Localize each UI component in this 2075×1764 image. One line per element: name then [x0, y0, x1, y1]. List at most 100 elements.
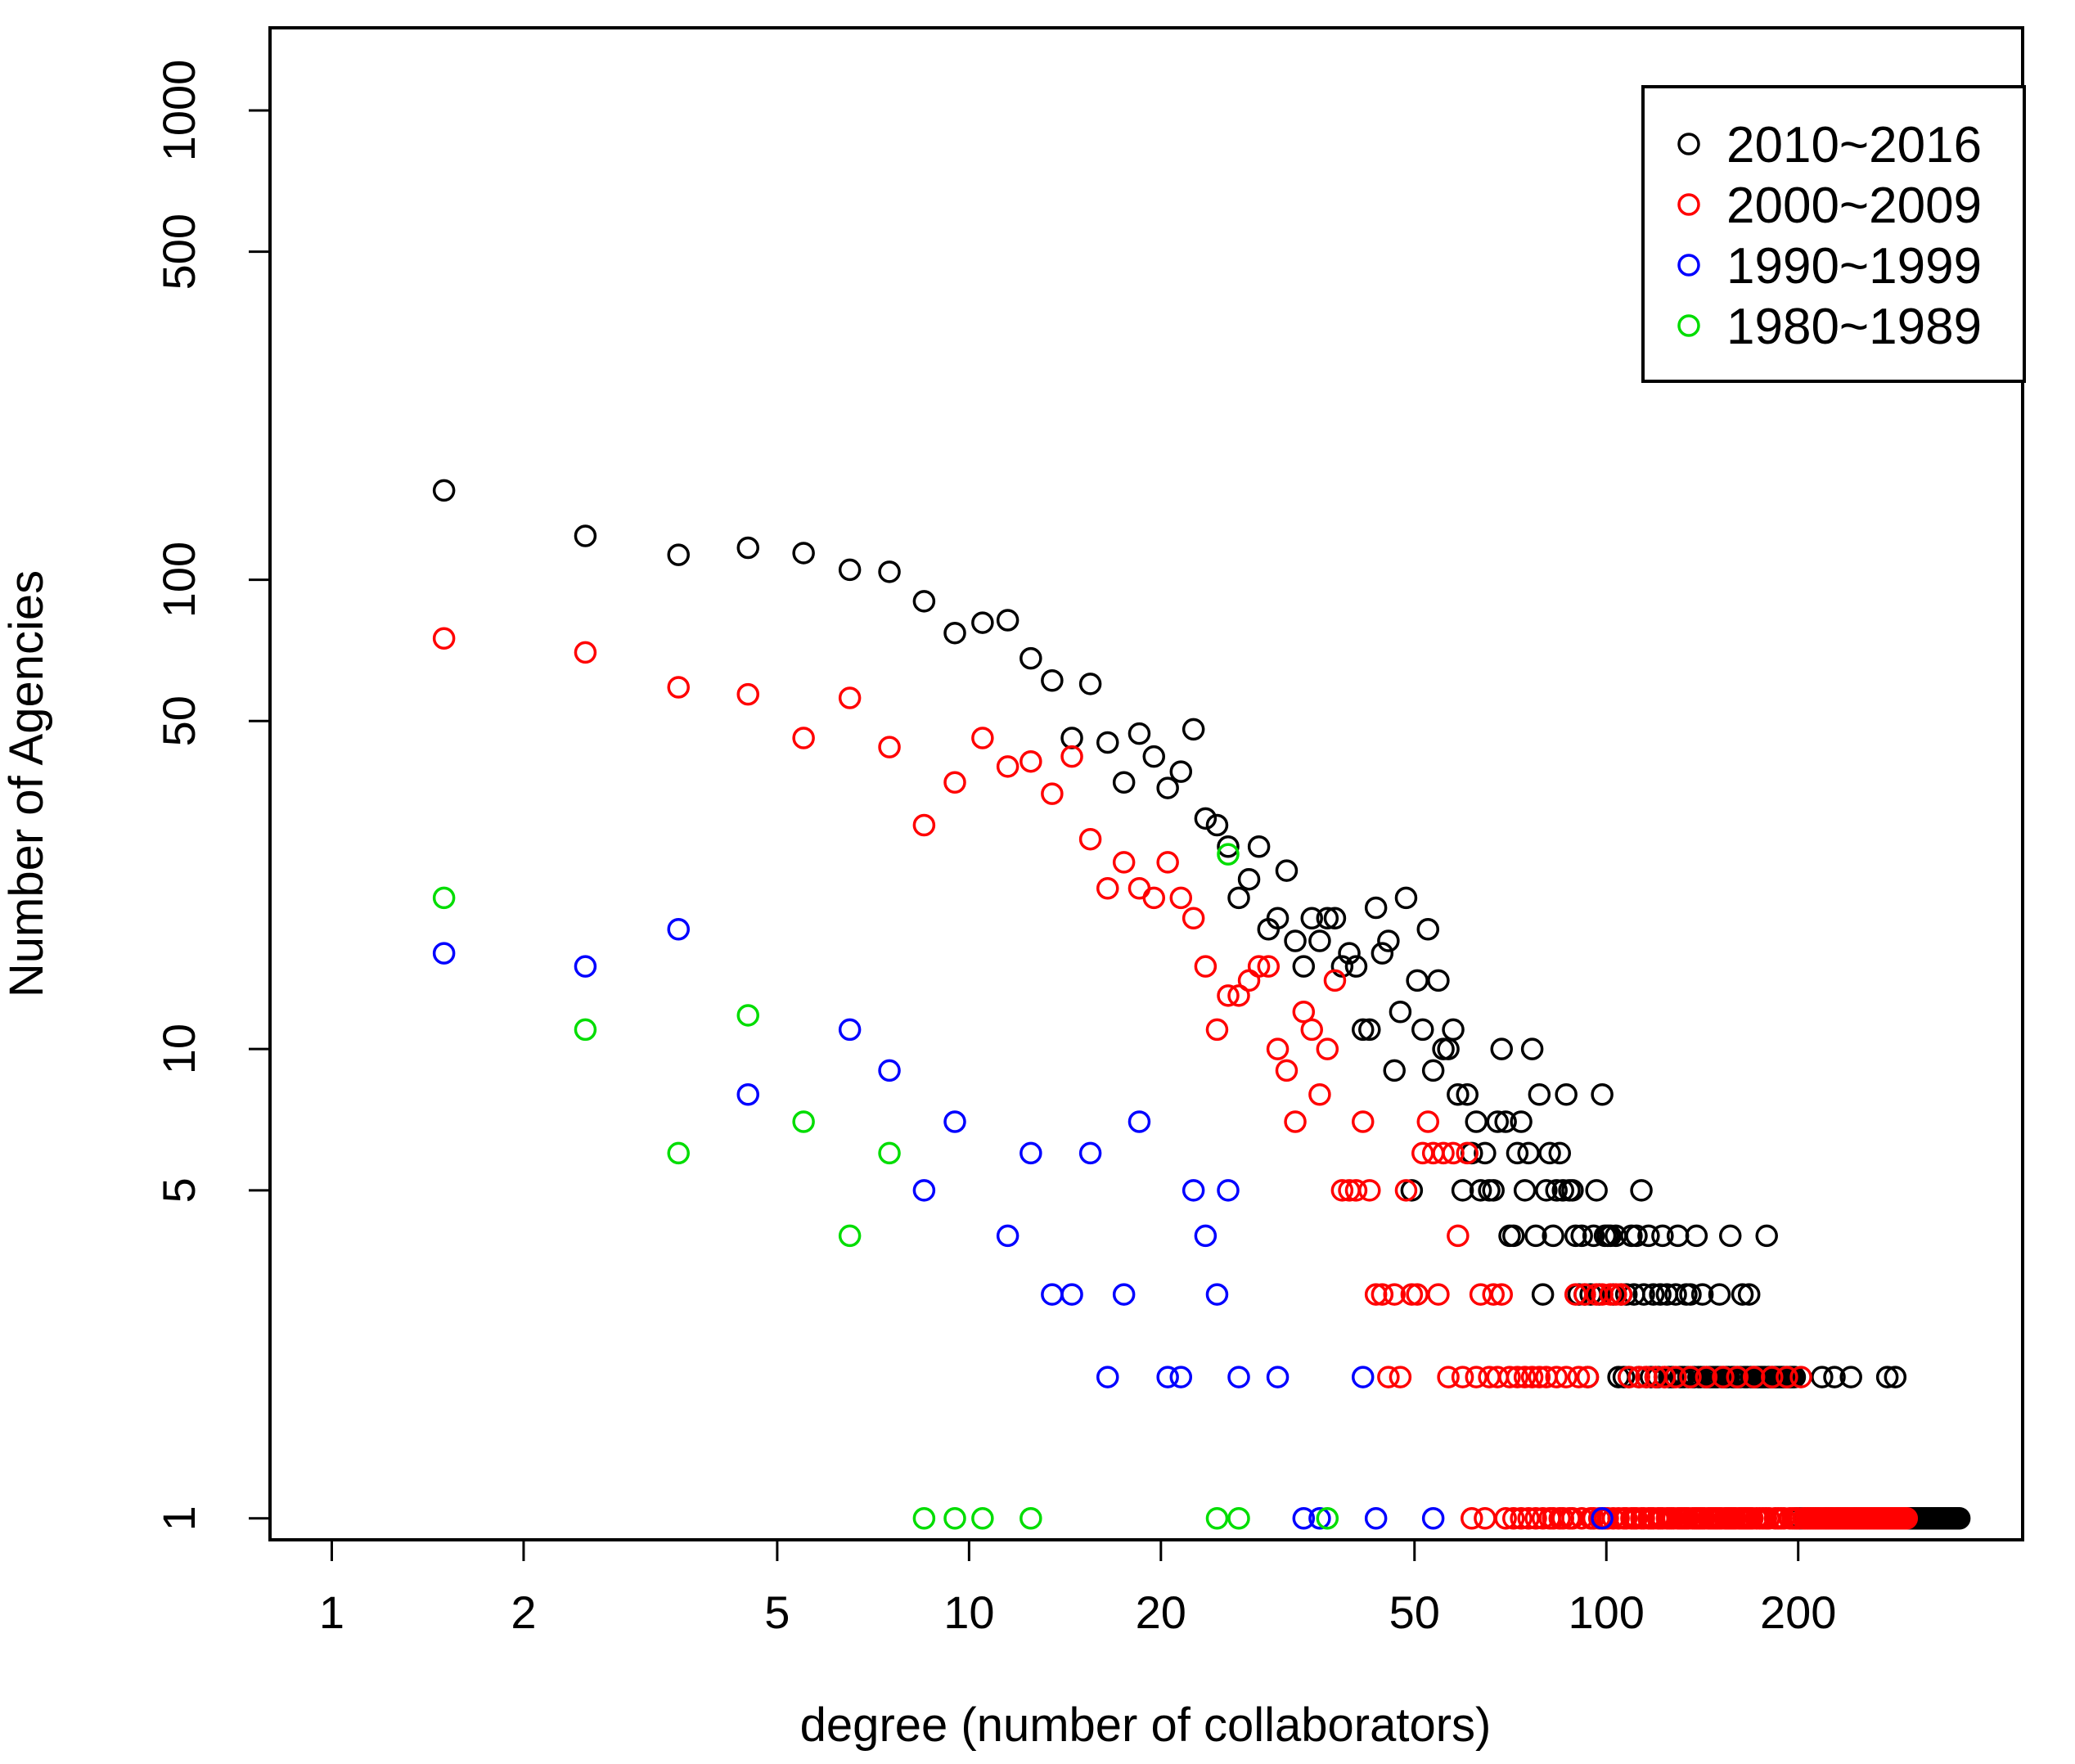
y-tick-label: 5: [153, 1177, 205, 1203]
y-axis: 1 5 10 50 100 500 1000: [153, 60, 272, 1531]
data-point: [1884, 1366, 1907, 1388]
data-point: [1227, 1366, 1250, 1388]
data-point: [1406, 969, 1429, 992]
data-point: [1156, 1366, 1179, 1388]
x-tick-label: 50: [1389, 1586, 1440, 1638]
data-point: [1217, 843, 1240, 866]
data-point: [1308, 1083, 1331, 1106]
data-point: [1437, 1366, 1460, 1388]
data-point: [1156, 851, 1179, 874]
data-point: [1637, 1224, 1660, 1248]
data-point: [1427, 1283, 1450, 1306]
data-point: [1338, 942, 1361, 965]
data-point: [1524, 1507, 1547, 1530]
data-point: [1394, 1179, 1418, 1202]
x-tick-label: 200: [1760, 1586, 1836, 1638]
data-point: [1742, 1366, 1766, 1388]
data-point: [1442, 1018, 1465, 1042]
data-point: [1128, 722, 1151, 745]
data-point: [996, 755, 1019, 778]
data-point: [1308, 929, 1331, 952]
data-point: [1718, 1224, 1742, 1248]
data-point: [1653, 1366, 1677, 1388]
data-point: [1789, 1366, 1812, 1388]
data-point: [1266, 907, 1290, 930]
data-point: [1227, 886, 1250, 910]
data-point: [943, 1507, 966, 1530]
data-point: [1041, 782, 1064, 805]
x-tick-label: 10: [943, 1586, 994, 1638]
data-point: [1351, 1018, 1375, 1042]
data-point: [1641, 1283, 1665, 1306]
data-point: [1019, 1141, 1042, 1165]
data-point: [1411, 1018, 1434, 1042]
data-point: [1456, 1141, 1479, 1165]
data-point: [1506, 1366, 1529, 1388]
data-point: [1591, 1507, 1614, 1530]
data-point: [1494, 1110, 1517, 1133]
x-tick-label: 2: [511, 1586, 536, 1638]
data-point: [1316, 1507, 1339, 1530]
data-point: [1548, 1141, 1572, 1165]
data-point: [1427, 969, 1450, 992]
data-point: [667, 676, 690, 699]
data-point: [1371, 942, 1394, 965]
data-point: [1447, 1224, 1470, 1248]
data-point: [1156, 776, 1179, 799]
data-point: [1761, 1366, 1784, 1388]
data-point: [1545, 1179, 1568, 1202]
data-point: [1308, 1507, 1331, 1530]
legend-label: 1980~1989: [1726, 299, 1982, 355]
data-point: [1400, 1179, 1424, 1202]
data-point: [1330, 1179, 1354, 1202]
data-point: [1679, 1366, 1702, 1388]
data-point: [838, 1018, 862, 1042]
data-point: [1205, 1283, 1229, 1306]
data-point: [1358, 1018, 1381, 1042]
data-point: [1561, 1179, 1584, 1202]
data-point: [1377, 929, 1400, 952]
data-point: [912, 1179, 936, 1202]
data-point: [1555, 1366, 1578, 1388]
legend-box: [1641, 85, 2026, 383]
data-point: [432, 479, 456, 502]
data-point: [1344, 1179, 1368, 1202]
data-point: [1451, 1179, 1474, 1202]
data-point: [736, 682, 760, 706]
data-point: [1292, 1001, 1316, 1024]
data-point: [1737, 1283, 1761, 1306]
data-point: [1169, 760, 1193, 783]
data-point: [1416, 1110, 1440, 1133]
data-point: [943, 771, 966, 794]
data-point: [1416, 918, 1440, 941]
data-point: [1257, 955, 1281, 978]
data-point: [432, 886, 456, 910]
data-point: [838, 686, 862, 709]
data-point: [574, 1018, 597, 1042]
data-point: [1510, 1110, 1533, 1133]
data-point: [971, 727, 994, 749]
legend-label: 1990~1999: [1726, 238, 1982, 295]
data-point: [1316, 907, 1339, 930]
data-point: [1351, 1366, 1375, 1388]
data-point: [736, 1004, 760, 1027]
data-point: [1685, 1224, 1708, 1248]
data-point: [1323, 907, 1347, 930]
data-point: [1358, 1179, 1381, 1202]
data-point: [1811, 1366, 1834, 1388]
data-point: [1627, 1366, 1650, 1388]
legend-label: 2010~2016: [1726, 117, 1982, 173]
data-point: [432, 942, 456, 965]
data-point: [1323, 969, 1347, 992]
data-point: [1482, 1283, 1505, 1306]
legend-marker: [1677, 314, 1700, 337]
data-point: [1618, 1366, 1641, 1388]
legend-marker: [1677, 133, 1700, 155]
data-point: [1564, 1224, 1587, 1248]
data-point: [1383, 1059, 1406, 1082]
data-point: [667, 918, 690, 941]
x-axis: 1 2 5 10 20 50 100 200: [319, 1538, 1836, 1638]
y-tick-label: 50: [153, 695, 205, 746]
data-point: [1520, 1366, 1544, 1388]
data-point: [1421, 1059, 1445, 1082]
